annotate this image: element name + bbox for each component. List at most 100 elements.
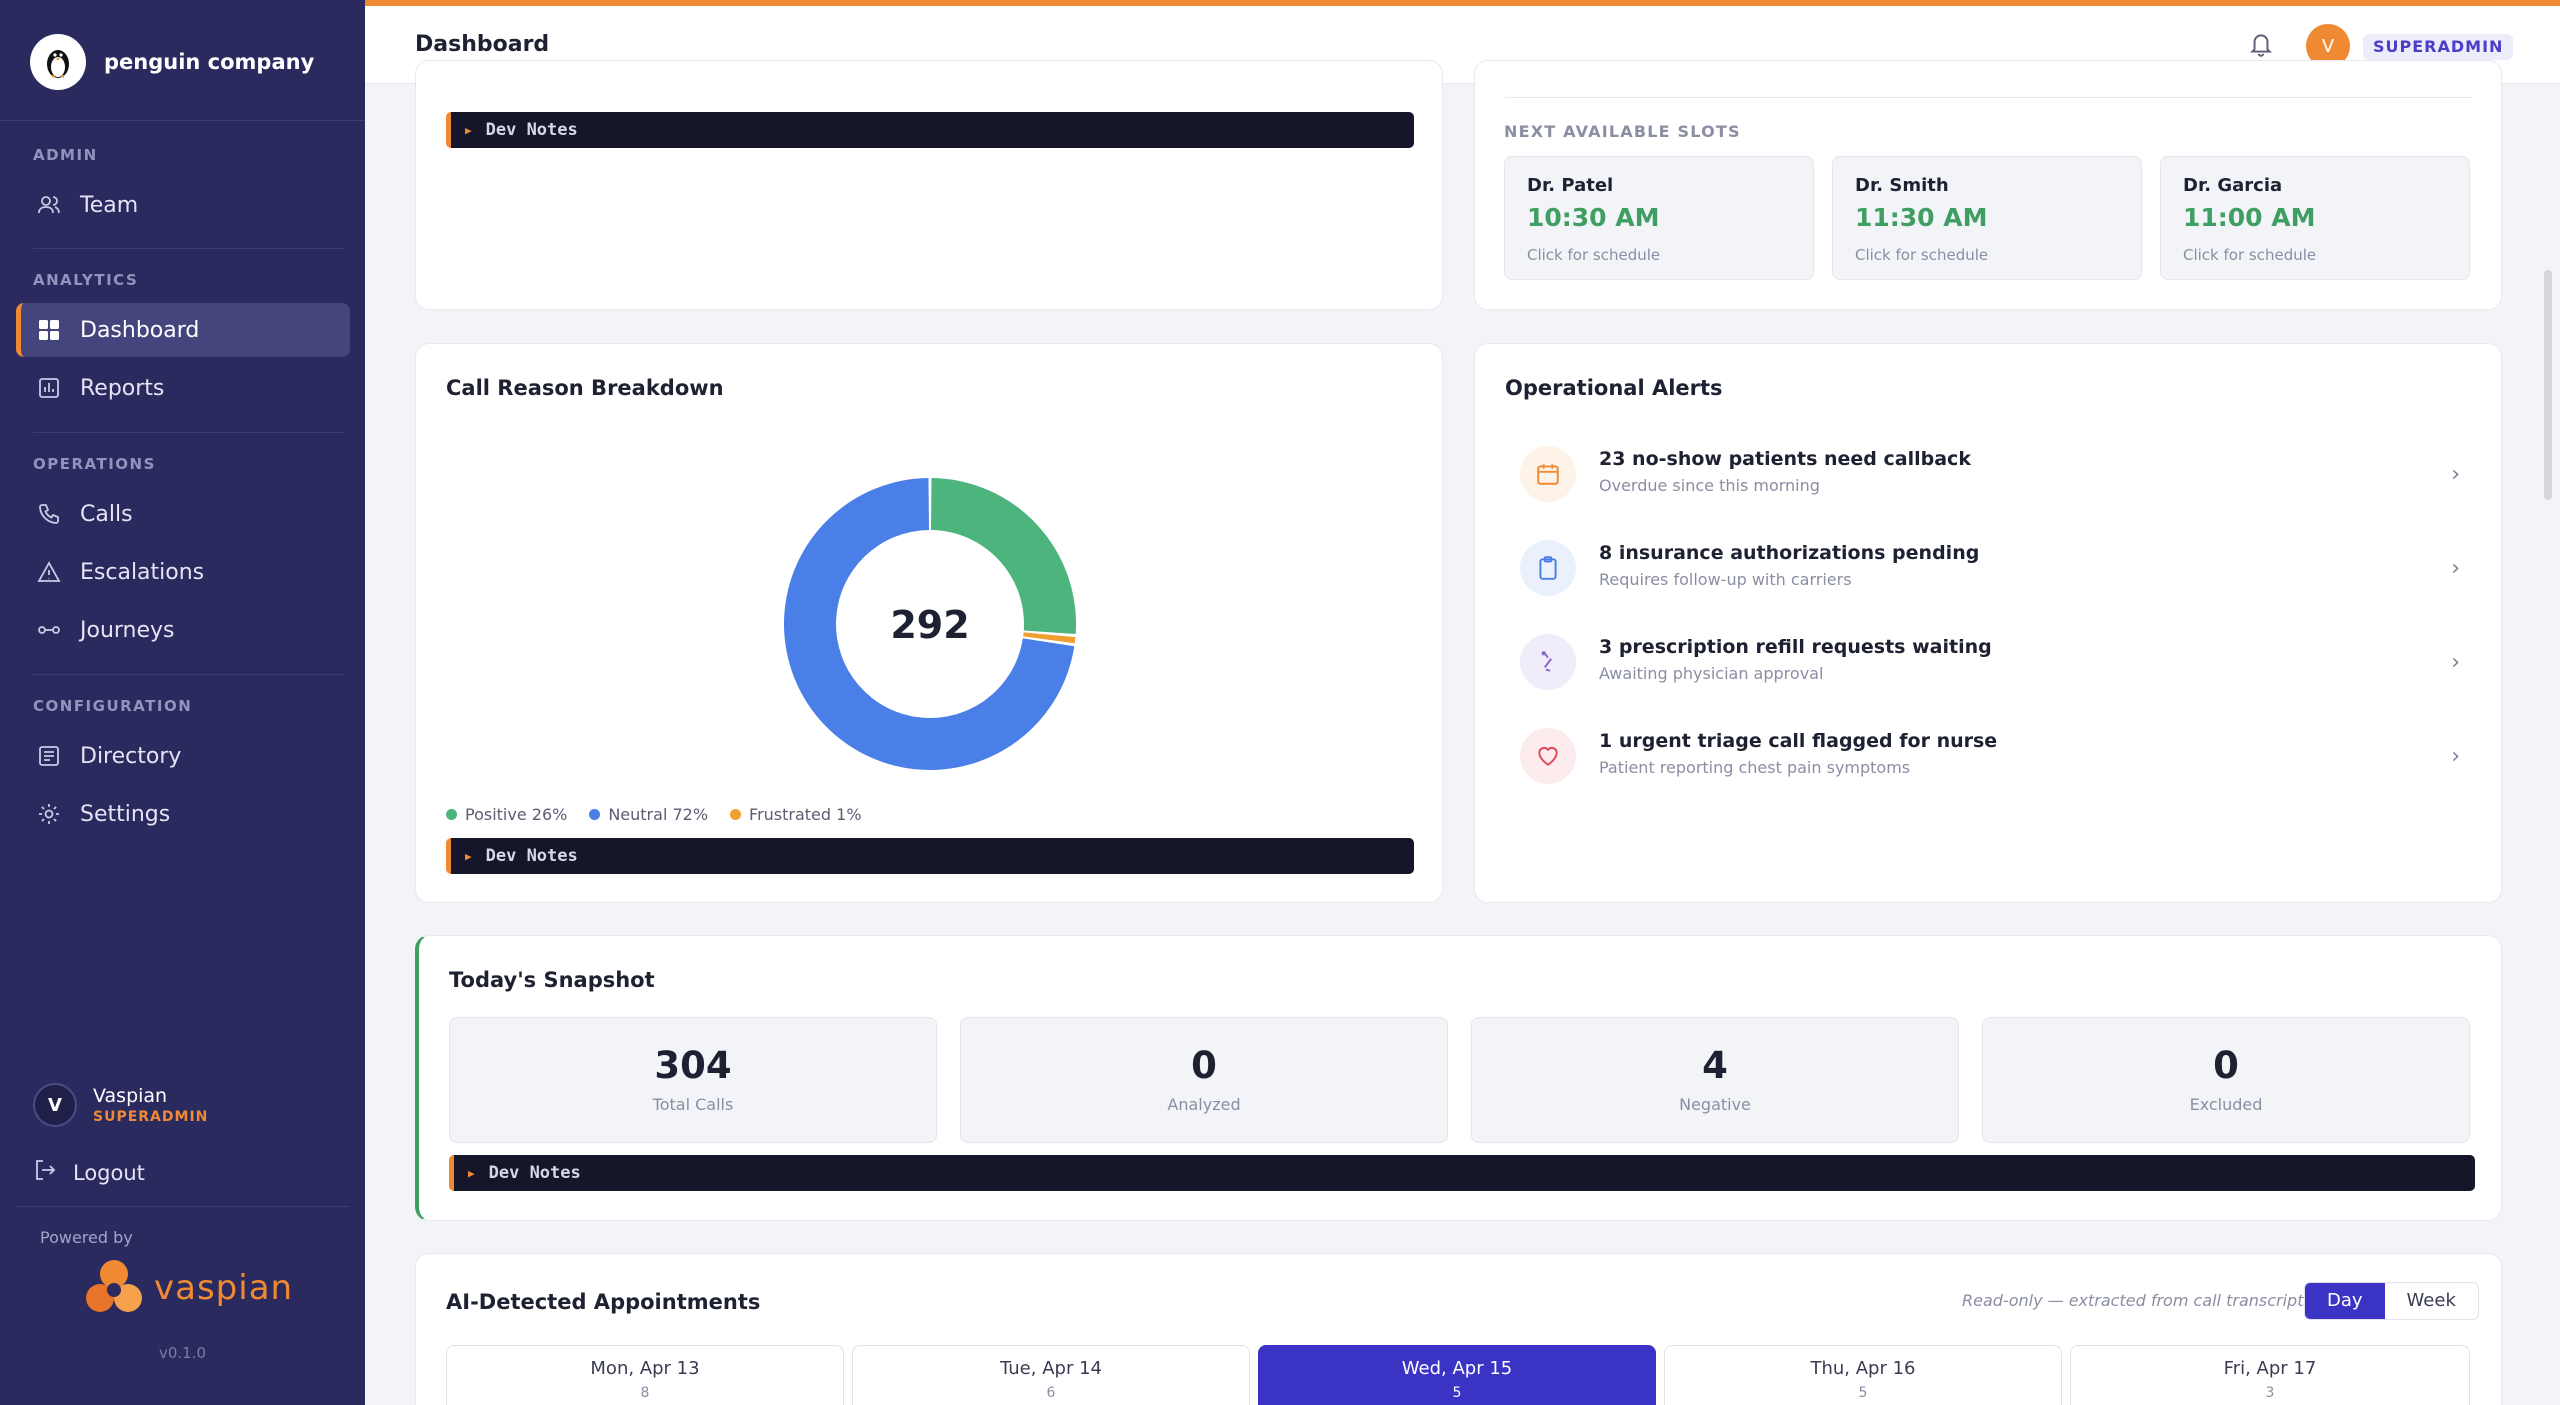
calendar-icon — [1520, 446, 1576, 502]
vendor-logo-icon — [86, 1260, 142, 1312]
sidebar: penguin company ADMIN Team ANALYTICS Das… — [0, 0, 365, 1405]
sidebar-item-label: Escalations — [80, 559, 205, 585]
alert-item[interactable]: 23 no-show patients need callback Overdu… — [1520, 440, 2460, 510]
sidebar-item-reports[interactable]: Reports — [16, 361, 350, 415]
legend-label: Frustrated 1% — [749, 805, 862, 824]
stat-value: 0 — [2213, 1044, 2239, 1087]
dev-notes-toggle[interactable]: ▶ Dev Notes — [446, 838, 1414, 874]
alert-subtitle: Awaiting physician approval — [1599, 664, 1824, 683]
slot-time: 10:30 AM — [1527, 203, 1660, 232]
day-count: 8 — [640, 1385, 650, 1401]
day-count: 6 — [1046, 1385, 1056, 1401]
sidebar-item-label: Settings — [80, 801, 171, 827]
day-tab[interactable]: Mon, Apr 13 8 — [446, 1345, 844, 1405]
day-tab[interactable]: Fri, Apr 17 3 — [2070, 1345, 2470, 1405]
dev-notes-toggle[interactable]: ▶ Dev Notes — [449, 1155, 2475, 1191]
users-icon — [36, 192, 62, 218]
slot-time: 11:30 AM — [1855, 203, 1988, 232]
alert-title: 1 urgent triage call flagged for nurse — [1599, 730, 1998, 752]
slot-doctor: Dr. Smith — [1855, 175, 1949, 196]
dev-notes-toggle[interactable]: ▶ Dev Notes — [446, 112, 1414, 148]
card-title: Call Reason Breakdown — [446, 376, 724, 400]
chart-legend: Positive 26% Neutral 72% Frustrated 1% — [446, 805, 884, 824]
dev-notes-label: Dev Notes — [485, 846, 578, 866]
alert-item[interactable]: 8 insurance authorizations pending Requi… — [1520, 534, 2460, 604]
sidebar-item-team[interactable]: Team — [16, 178, 350, 232]
user-profile[interactable]: V Vaspian SUPERADMIN — [33, 1083, 208, 1127]
logout-button[interactable]: Logout — [33, 1158, 145, 1187]
alert-item[interactable]: 1 urgent triage call flagged for nurse P… — [1520, 722, 2460, 792]
heart-icon — [1520, 728, 1576, 784]
sidebar-item-label: Reports — [80, 375, 165, 401]
user-role: SUPERADMIN — [93, 1109, 209, 1125]
sidebar-item-directory[interactable]: Directory — [16, 729, 350, 783]
section-admin: ADMIN — [33, 146, 98, 164]
view-toggle: Day Week — [2304, 1282, 2479, 1320]
sidebar-item-settings[interactable]: Settings — [16, 787, 350, 841]
slot-hint: Click for schedule — [2183, 246, 2317, 264]
legend-item-neutral[interactable]: Neutral 72% — [589, 805, 708, 824]
slot-card[interactable]: Dr. Smith 11:30 AM Click for schedule — [1832, 156, 2142, 280]
vendor-logo[interactable]: vaspian — [80, 1256, 293, 1320]
sidebar-item-label: Calls — [80, 501, 133, 527]
bell-icon[interactable] — [2248, 30, 2274, 62]
alert-subtitle: Overdue since this morning — [1599, 476, 1820, 495]
company-name: penguin company — [104, 50, 315, 74]
alert-subtitle: Requires follow-up with carriers — [1599, 570, 1852, 589]
card-title: Today's Snapshot — [449, 968, 655, 992]
clipboard-icon — [1520, 540, 1576, 596]
chevron-right-icon: › — [2451, 556, 2460, 581]
stat-card: 0 Analyzed — [960, 1017, 1448, 1143]
user-name: Vaspian — [93, 1085, 168, 1107]
logout-label: Logout — [73, 1160, 145, 1185]
brand[interactable]: penguin company — [30, 34, 314, 90]
stat-value: 304 — [654, 1044, 732, 1087]
day-label: Wed, Apr 15 — [1401, 1358, 1513, 1379]
legend-dot — [589, 809, 601, 820]
warning-icon — [36, 559, 62, 585]
divider — [33, 248, 345, 249]
legend-item-frustrated[interactable]: Frustrated 1% — [730, 805, 862, 824]
stat-card: 304 Total Calls — [449, 1017, 937, 1143]
penguin-logo-icon — [30, 34, 86, 90]
divider — [33, 432, 345, 433]
card-title: Operational Alerts — [1505, 376, 1723, 400]
sidebar-item-calls[interactable]: Calls — [16, 487, 350, 541]
donut-slice-neutral[interactable] — [784, 478, 1075, 770]
sidebar-item-journeys[interactable]: Journeys — [16, 603, 350, 657]
section-analytics: ANALYTICS — [33, 271, 139, 289]
day-tab[interactable]: Tue, Apr 14 6 — [852, 1345, 1250, 1405]
slot-doctor: Dr. Garcia — [2183, 175, 2283, 196]
day-tab-selected[interactable]: Wed, Apr 15 5 — [1258, 1345, 1656, 1405]
sidebar-item-label: Directory — [80, 743, 182, 769]
slot-doctor: Dr. Patel — [1527, 175, 1614, 196]
donut-slice-frustrated[interactable] — [1023, 632, 1076, 644]
sidebar-item-label: Journeys — [80, 617, 175, 643]
section-operations: OPERATIONS — [33, 455, 156, 473]
phone-icon — [36, 501, 62, 527]
day-tab[interactable]: Thu, Apr 16 5 — [1664, 1345, 2062, 1405]
scrollbar[interactable] — [2544, 270, 2552, 500]
slot-card[interactable]: Dr. Patel 10:30 AM Click for schedule — [1504, 156, 1814, 280]
stat-label: Negative — [1679, 1095, 1751, 1114]
alert-title: 23 no-show patients need callback — [1599, 448, 1971, 470]
toggle-week[interactable]: Week — [2406, 1290, 2456, 1311]
alert-item[interactable]: 3 prescription refill requests waiting A… — [1520, 628, 2460, 698]
call-reason-card: Call Reason Breakdown 292 ▶ Dev Notes — [415, 343, 1443, 903]
operational-alerts-card: Operational Alerts — [1474, 343, 2502, 903]
top-left-card: ▶ Dev Notes — [415, 60, 1443, 310]
gear-icon — [36, 801, 62, 827]
divider — [33, 674, 345, 675]
vendor-name: vaspian — [154, 1268, 294, 1308]
donut-slice-positive[interactable] — [930, 478, 1076, 635]
legend-item-positive[interactable]: Positive 26% — [446, 805, 567, 824]
triangle-right-icon: ▶ — [468, 1166, 475, 1180]
page-title: Dashboard — [415, 32, 550, 57]
toggle-day[interactable]: Day — [2305, 1283, 2385, 1319]
slot-card[interactable]: Dr. Garcia 11:00 AM Click for schedule — [2160, 156, 2470, 280]
dev-notes-label: Dev Notes — [488, 1163, 581, 1183]
sidebar-item-escalations[interactable]: Escalations — [16, 545, 350, 599]
sidebar-item-label: Dashboard — [80, 317, 200, 343]
day-label: Fri, Apr 17 — [2223, 1358, 2317, 1379]
sidebar-item-dashboard[interactable]: Dashboard — [16, 303, 350, 357]
